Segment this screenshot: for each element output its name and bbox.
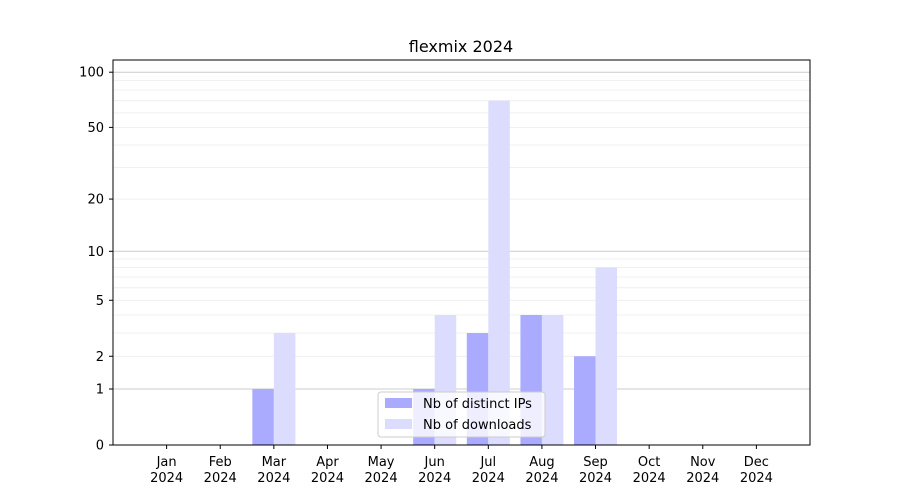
x-tick-label: Nov [690,455,716,470]
x-tick-label: 2024 [740,471,773,486]
legend-box [377,391,546,438]
x-tick-label: 2024 [311,471,344,486]
y-axis: 0 1 2 5 10 20 50 100 [79,66,113,454]
x-tick-label: 2024 [579,471,612,486]
grid [113,71,810,390]
bar-downloads [595,267,618,445]
x-tick-label: 2024 [365,471,398,486]
bar-downloads [541,314,564,445]
legend-swatch-ips [385,398,412,408]
chart-title: flexmix 2024 [409,37,513,56]
x-tick-label: 2024 [525,471,558,486]
legend-swatch-downloads [385,419,412,429]
x-tick-label: Oct [638,455,660,470]
x-tick-label: Aug [529,455,554,470]
x-tick-label: 2024 [418,471,451,486]
x-tick-label: 2024 [257,471,290,486]
plot-frame [112,59,811,446]
x-tick-label: May [368,455,395,470]
x-tick-label: 2024 [150,471,183,486]
bar-distinct-ips [252,389,274,445]
x-tick-label: Sep [583,455,608,470]
x-tick-label: 2024 [633,471,666,486]
y-tick-label: 20 [87,193,104,208]
y-tick-label: 100 [79,66,104,81]
y-tick-label: 10 [87,245,104,260]
bar-downloads [488,100,510,445]
y-tick-label: 5 [96,294,104,309]
x-tick-label: Jul [479,455,496,470]
y-tick-label: 0 [96,439,104,454]
x-tick-label: Jun [424,455,445,470]
legend: Nb of distinct IPs Nb of downloads [377,391,546,438]
x-axis: Jan2024Feb2024Mar2024Apr2024May2024Jun20… [150,445,773,486]
x-tick-label: Jan [156,455,177,470]
x-tick-label: Mar [262,455,287,470]
bar-downloads [273,333,296,445]
y-tick-label: 1 [96,383,104,398]
x-tick-label: Feb [209,455,232,470]
legend-label-ips: Nb of distinct IPs [423,397,532,412]
x-tick-label: Apr [316,455,339,470]
y-tick-label: 2 [96,350,104,365]
legend-label-downloads: Nb of downloads [423,418,532,433]
x-tick-label: 2024 [204,471,237,486]
x-tick-label: 2024 [472,471,505,486]
bar-distinct-ips [574,356,596,445]
x-tick-label: Dec [744,455,769,470]
y-tick-label: 50 [87,121,104,136]
x-tick-label: 2024 [686,471,719,486]
